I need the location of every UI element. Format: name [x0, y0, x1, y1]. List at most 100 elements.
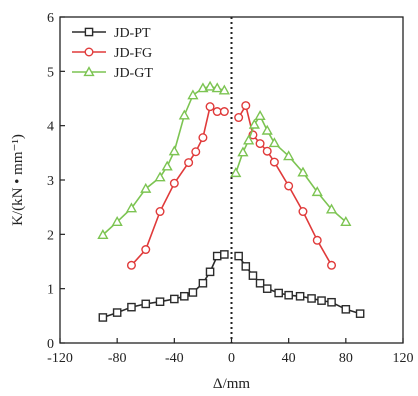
data-point-jd-gt	[248, 118, 260, 129]
data-point-jd-gt	[230, 167, 242, 178]
data-point-jd-fg	[255, 139, 265, 149]
data-point-jd-gt	[168, 145, 180, 156]
x-tick-label: 120	[393, 351, 414, 366]
data-point-jd-fg	[126, 260, 136, 270]
data-point-jd-gt	[187, 89, 199, 100]
legend-item-jd-gt: JD-GT	[72, 66, 153, 81]
data-point-jd-gt	[97, 229, 109, 240]
data-point-jd-fg	[262, 146, 272, 156]
data-point-jd-pt	[234, 251, 243, 261]
data-point-jd-pt	[188, 288, 198, 297]
data-point-jd-pt	[317, 296, 326, 305]
legend-marker-jd-pt	[84, 27, 94, 37]
series-jd-gt	[97, 80, 352, 240]
data-point-jd-pt	[98, 313, 108, 322]
data-point-jd-pt	[205, 267, 215, 277]
data-point-jd-fg	[327, 260, 337, 270]
data-point-jd-gt	[204, 80, 216, 91]
data-point-jd-gt	[325, 203, 338, 214]
data-point-jd-pt	[255, 278, 265, 288]
y-tick-label: 4	[47, 120, 54, 135]
data-point-jd-pt	[262, 284, 272, 293]
data-point-jd-fg	[198, 133, 208, 143]
data-point-jd-pt	[198, 278, 208, 288]
data-point-jd-gt	[218, 84, 230, 95]
data-point-jd-fg	[241, 101, 251, 111]
data-point-jd-pt	[327, 297, 336, 307]
x-tick-label: 80	[339, 351, 353, 366]
legend-label-jd-pt: JD-PT	[114, 26, 151, 41]
y-tick-label: 2	[47, 228, 54, 243]
x-axis-label: Δ/mm	[213, 376, 250, 392]
legend: JD-PT JD-FG JD-GT	[72, 26, 153, 81]
data-point-jd-pt	[220, 250, 229, 259]
data-point-jd-gt	[161, 160, 173, 171]
data-point-jd-pt	[155, 297, 165, 307]
data-point-jd-fg	[155, 207, 165, 217]
plot-border	[59, 16, 404, 344]
data-point-jd-gt	[178, 109, 190, 120]
data-point-jd-fg	[184, 158, 194, 168]
data-point-jd-fg	[269, 157, 279, 167]
legend-label-jd-gt: JD-GT	[114, 66, 153, 81]
data-point-jd-gt	[283, 150, 295, 161]
data-point-jd-fg	[284, 181, 294, 191]
data-point-jd-pt	[112, 308, 122, 317]
data-point-jd-fg	[169, 178, 179, 188]
data-point-jd-gt	[268, 137, 280, 148]
legend-item-jd-pt: JD-PT	[72, 26, 151, 41]
data-point-jd-gt	[125, 202, 138, 213]
plot-frame	[59, 16, 404, 344]
data-point-jd-pt	[141, 299, 151, 309]
data-point-jd-pt	[295, 291, 305, 301]
data-point-jd-gt	[297, 166, 309, 177]
x-tick-label: -120	[47, 351, 73, 366]
legend-label-jd-fg: JD-FG	[114, 46, 152, 61]
y-tick-label: 5	[47, 65, 54, 80]
data-point-jd-gt	[261, 124, 273, 135]
data-point-jd-fg	[205, 102, 215, 112]
data-point-jd-gt	[111, 216, 123, 226]
data-point-jd-pt	[274, 288, 283, 298]
data-point-jd-gt	[311, 186, 323, 197]
data-point-jd-pt	[341, 305, 351, 314]
data-point-jd-gt	[154, 171, 166, 182]
y-tick-label: 0	[47, 337, 54, 352]
data-point-jd-fg	[191, 147, 201, 157]
data-point-jd-gt	[254, 110, 266, 121]
x-tick-label: -80	[108, 351, 127, 366]
x-tick-label: -40	[165, 351, 184, 366]
data-point-jd-pt	[307, 294, 316, 303]
series-line-jd-fg-positive	[237, 103, 333, 266]
data-point-jd-pt	[170, 294, 179, 304]
series-jd-pt	[98, 250, 365, 322]
x-tick-label: 40	[282, 351, 296, 366]
data-series	[97, 80, 365, 322]
axis-ticks: -120 -80 -40 0 40 80 120 0 1 2 3 4 5 6	[47, 11, 414, 366]
data-point-jd-gt	[140, 182, 152, 193]
y-axis-label: K/(kN • mm⁻¹)	[10, 134, 26, 226]
y-tick-label: 6	[47, 11, 54, 26]
legend-item-jd-fg: JD-FG	[72, 46, 152, 61]
series-jd-fg	[126, 101, 337, 270]
data-point-jd-pt	[355, 309, 365, 318]
y-tick-label: 3	[47, 174, 54, 189]
legend-marker-jd-fg	[84, 47, 94, 57]
data-point-jd-pt	[180, 291, 189, 301]
data-point-jd-gt	[211, 82, 223, 93]
data-point-jd-fg	[298, 207, 308, 217]
x-tick-label: 0	[228, 351, 235, 366]
data-point-jd-fg	[234, 113, 244, 123]
data-point-jd-fg	[141, 245, 151, 255]
data-point-jd-pt	[127, 302, 136, 312]
data-point-jd-fg	[219, 107, 229, 117]
legend-marker-jd-gt	[83, 66, 95, 77]
data-point-jd-pt	[241, 262, 251, 271]
data-point-jd-gt	[243, 134, 255, 145]
data-point-jd-pt	[284, 290, 293, 300]
data-point-jd-fg	[312, 235, 322, 245]
data-point-jd-gt	[237, 146, 249, 157]
series-line-jd-gt-positive	[235, 114, 347, 223]
data-point-jd-pt	[212, 251, 222, 261]
